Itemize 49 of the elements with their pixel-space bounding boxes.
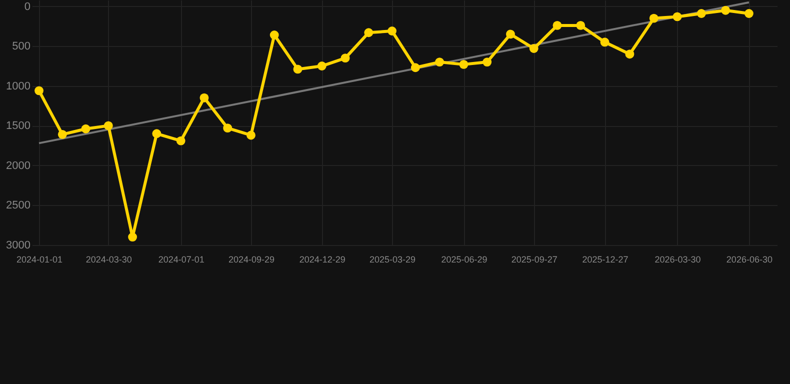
point [459,60,468,69]
point [672,12,682,22]
point [293,64,302,74]
point [34,86,44,96]
point [482,58,492,67]
x-tick-label: 2025-06-29 [441,254,488,264]
point [58,130,67,139]
point [744,9,754,18]
x-tick-label: 2026-03-30 [654,254,701,264]
point [721,6,730,15]
x-tick-label: 2025-12-27 [582,254,628,264]
x-tick-label: 2024-12-29 [299,254,346,264]
x-tick-label: 2026-06-30 [726,254,772,264]
point [128,232,137,242]
point [649,14,658,23]
point [152,129,162,138]
point [176,136,186,146]
y-tick-label: 1500 [6,120,30,132]
x-tick-label: 2025-03-29 [370,254,416,264]
point [81,124,90,134]
y-tick-label: 1000 [6,80,30,92]
x-tick-label: 2025-09-27 [511,254,558,264]
point [576,20,586,30]
y-tick-label: 2500 [6,200,30,212]
x-tick-label: 2024-01-01 [16,254,63,264]
point [410,63,420,72]
point [552,20,562,30]
point [696,9,706,18]
point [246,130,256,140]
x-tick-label: 2024-07-01 [158,254,204,264]
point [388,26,397,36]
y-tick-label: 3000 [6,240,30,252]
point [506,30,515,39]
y-tick-label: 500 [12,40,30,53]
point [223,124,232,133]
point [340,54,350,63]
x-tick-label: 2024-09-29 [228,254,275,264]
point [317,62,326,70]
point [435,58,444,67]
point [529,44,538,53]
point [364,28,374,38]
y-tick-label: 2000 [6,160,30,172]
point [270,30,279,40]
point [600,38,610,47]
x-tick-label: 2024-03-30 [86,254,132,264]
point [104,121,113,130]
y-tick-label: 0 [24,0,30,13]
point [200,93,209,102]
point [625,50,634,59]
